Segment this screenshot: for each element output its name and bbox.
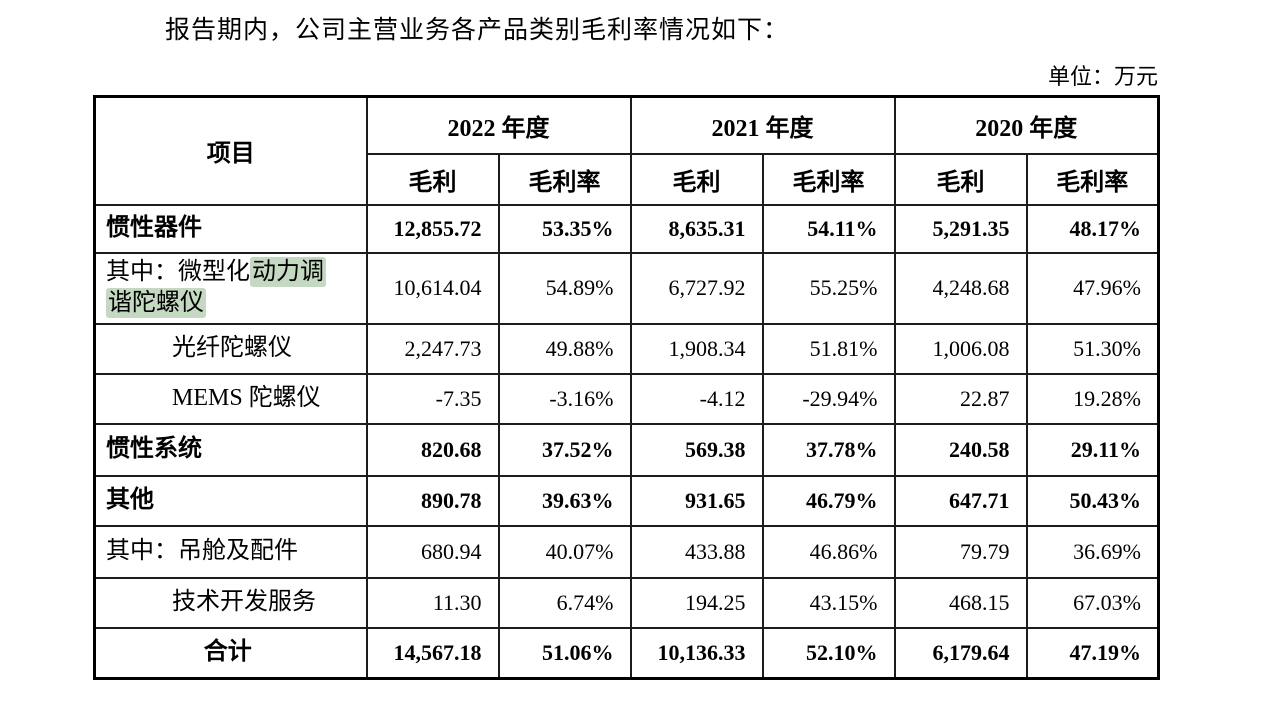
gross-profit-value: 14,567.18: [365, 626, 500, 680]
gross-margin-value: 51.06%: [497, 626, 632, 680]
gross-profit-value: 4,248.68: [893, 251, 1028, 325]
gross-profit-value: 5,291.35: [893, 203, 1028, 254]
subheader-gross-margin-2022: 毛利率: [497, 152, 632, 206]
gross-profit-value: 569.38: [629, 422, 764, 477]
row-label-prefix: 其中：微型化: [106, 259, 250, 285]
subheader-gross-profit-2020: 毛利: [893, 152, 1028, 206]
gross-margin-value: 47.96%: [1025, 251, 1160, 325]
table-row-others: 其他 890.78 39.63% 931.65 46.79% 647.71 50…: [93, 474, 1160, 527]
table-row-fiber-optic-gyro: 光纤陀螺仪 2,247.73 49.88% 1,908.34 51.81% 1,…: [93, 322, 1160, 375]
table-row-inertial-systems: 惯性系统 820.68 37.52% 569.38 37.78% 240.58 …: [93, 422, 1160, 477]
gross-profit-value: 2,247.73: [365, 322, 500, 375]
gross-profit-value: 12,855.72: [365, 203, 500, 254]
row-label: 其他: [93, 474, 368, 527]
header-year-2021: 2021 年度: [629, 95, 896, 155]
subheader-gross-profit-2022: 毛利: [365, 152, 500, 206]
gross-profit-value: 79.79: [893, 524, 1028, 579]
gross-profit-value: 8,635.31: [629, 203, 764, 254]
gross-profit-value: 11.30: [365, 576, 500, 629]
gross-margin-value: 54.89%: [497, 251, 632, 325]
gross-margin-table: 项目 2022 年度 2021 年度 2020 年度 毛利 毛利率 毛利 毛利率…: [93, 95, 1160, 680]
gross-margin-value: 51.30%: [1025, 322, 1160, 375]
gross-profit-value: -4.12: [629, 372, 764, 425]
row-label: 惯性器件: [93, 203, 368, 254]
table-row-mems-gyro: MEMS 陀螺仪 -7.35 -3.16% -4.12 -29.94% 22.8…: [93, 372, 1160, 425]
header-item: 项目: [93, 95, 368, 206]
gross-margin-value: 46.79%: [761, 474, 896, 527]
gross-margin-value: 67.03%: [1025, 576, 1160, 629]
document-page: 报告期内，公司主营业务各产品类别毛利率情况如下： 单位：万元 项目 2022 年…: [0, 14, 1281, 707]
gross-margin-value: -3.16%: [497, 372, 632, 425]
header-row-metrics: 毛利 毛利率 毛利 毛利率 毛利 毛利率: [95, 152, 1160, 206]
gross-profit-value: 22.87: [893, 372, 1028, 425]
gross-margin-value: 37.78%: [761, 422, 896, 477]
row-label: 其中：微型化动力调谐陀螺仪: [93, 251, 368, 325]
header-year-2020: 2020 年度: [893, 95, 1160, 155]
gross-margin-value: 49.88%: [497, 322, 632, 375]
gross-profit-value: 433.88: [629, 524, 764, 579]
gross-profit-value: 890.78: [365, 474, 500, 527]
gross-margin-value: 54.11%: [761, 203, 896, 254]
gross-profit-value: 680.94: [365, 524, 500, 579]
gross-margin-value: 46.86%: [761, 524, 896, 579]
gross-profit-value: 6,179.64: [893, 626, 1028, 680]
table-row-tech-development-services: 技术开发服务 11.30 6.74% 194.25 43.15% 468.15 …: [93, 576, 1160, 629]
row-label: 光纤陀螺仪: [93, 322, 368, 375]
gross-margin-value: 53.35%: [497, 203, 632, 254]
row-label: MEMS 陀螺仪: [93, 372, 368, 425]
gross-profit-value: -7.35: [365, 372, 500, 425]
subheader-gross-margin-2020: 毛利率: [1025, 152, 1160, 206]
gross-margin-value: 37.52%: [497, 422, 632, 477]
table-row-inertial-devices: 惯性器件 12,855.72 53.35% 8,635.31 54.11% 5,…: [93, 203, 1160, 254]
gross-margin-value: 51.81%: [761, 322, 896, 375]
gross-profit-value: 194.25: [629, 576, 764, 629]
gross-margin-value: 39.63%: [497, 474, 632, 527]
header-year-2022: 2022 年度: [365, 95, 632, 155]
gross-profit-value: 240.58: [893, 422, 1028, 477]
gross-margin-value: 50.43%: [1025, 474, 1160, 527]
gross-profit-value: 820.68: [365, 422, 500, 477]
gross-profit-value: 6,727.92: [629, 251, 764, 325]
gross-margin-value: 36.69%: [1025, 524, 1160, 579]
unit-label: 单位：万元: [1047, 64, 1158, 89]
row-label: 其中：吊舱及配件: [93, 524, 368, 579]
row-label-text: 其中：微型化动力调谐陀螺仪: [106, 257, 338, 319]
row-label-total: 合计: [93, 626, 368, 680]
intro-paragraph: 报告期内，公司主营业务各产品类别毛利率情况如下：: [165, 17, 790, 44]
header-row-years: 项目 2022 年度 2021 年度 2020 年度: [93, 95, 1160, 206]
gross-margin-value: -29.94%: [761, 372, 896, 425]
gross-margin-value: 48.17%: [1025, 203, 1160, 254]
table-row-miniaturized-dtg: 其中：微型化动力调谐陀螺仪 10,614.04 54.89% 6,727.92 …: [93, 251, 1160, 325]
gross-profit-value: 931.65: [629, 474, 764, 527]
gross-margin-value: 6.74%: [497, 576, 632, 629]
gross-margin-value: 55.25%: [761, 251, 896, 325]
gross-profit-value: 468.15: [893, 576, 1028, 629]
gross-profit-value: 10,136.33: [629, 626, 764, 680]
gross-margin-value: 43.15%: [761, 576, 896, 629]
row-label: 惯性系统: [93, 422, 368, 477]
gross-margin-value: 47.19%: [1025, 626, 1160, 680]
gross-profit-value: 647.71: [893, 474, 1028, 527]
subheader-gross-profit-2021: 毛利: [629, 152, 764, 206]
gross-margin-value: 52.10%: [761, 626, 896, 680]
table-row-pods-accessories: 其中：吊舱及配件 680.94 40.07% 433.88 46.86% 79.…: [93, 524, 1160, 579]
table-row-total: 合计 14,567.18 51.06% 10,136.33 52.10% 6,1…: [93, 626, 1160, 680]
gross-margin-value: 29.11%: [1025, 422, 1160, 477]
gross-profit-value: 10,614.04: [365, 251, 500, 325]
row-label: 技术开发服务: [93, 576, 368, 629]
subheader-gross-margin-2021: 毛利率: [761, 152, 896, 206]
gross-profit-value: 1,006.08: [893, 322, 1028, 375]
gross-margin-value: 40.07%: [497, 524, 632, 579]
gross-margin-value: 19.28%: [1025, 372, 1160, 425]
gross-profit-value: 1,908.34: [629, 322, 764, 375]
